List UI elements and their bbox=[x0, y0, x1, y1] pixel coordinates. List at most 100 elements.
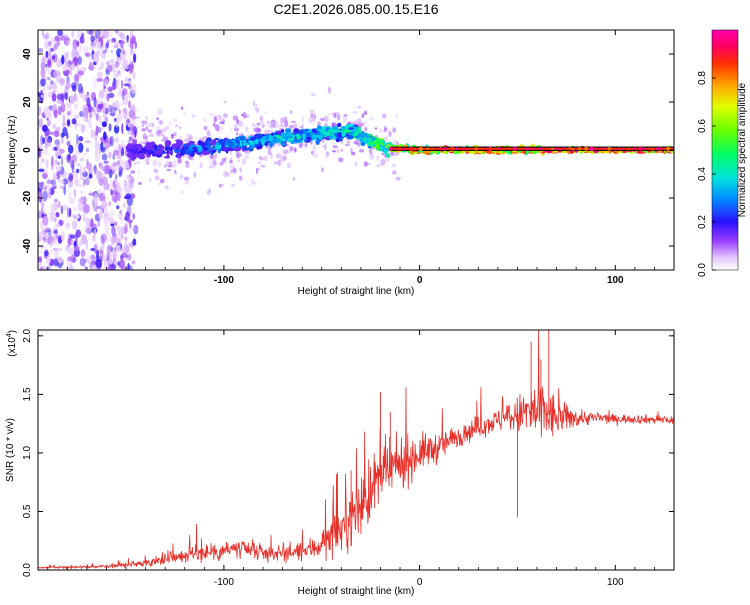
snr-multiplier-exponent: 4 bbox=[6, 333, 13, 337]
spectrogram-noise-cell bbox=[79, 157, 84, 162]
spectrogram-faint-cell bbox=[250, 179, 254, 184]
spectrogram-core-cell bbox=[589, 146, 594, 152]
spectrogram-noise-cell bbox=[47, 187, 50, 198]
spectrogram-noise-cell bbox=[118, 166, 123, 176]
spectrogram-noise-cell bbox=[121, 90, 125, 101]
spectrogram-faint-cell bbox=[280, 117, 284, 124]
spectrogram-noise-cell bbox=[84, 265, 87, 270]
spectrogram-ytick-label: -20 bbox=[22, 190, 33, 205]
spectrogram-noise-cell bbox=[78, 197, 85, 205]
spectrogram-noise-cell bbox=[71, 30, 75, 38]
spectrogram-noise-cell bbox=[125, 76, 128, 83]
spectrogram-ridge-cell bbox=[218, 139, 225, 145]
spectrogram-noise-cell bbox=[86, 30, 93, 35]
spectrogram-noise-cell bbox=[114, 61, 120, 69]
spectrogram-core-cell bbox=[556, 147, 559, 150]
spectrogram-noise-cell bbox=[42, 183, 47, 189]
spectrogram-noise-cell bbox=[119, 225, 125, 235]
spectrogram-noise-cell bbox=[42, 190, 48, 202]
spectrogram-noise-cell bbox=[56, 99, 63, 104]
spectrogram-noise-cell bbox=[55, 165, 59, 173]
spectrogram-noise-cell bbox=[60, 205, 64, 215]
spectrogram-noise-cell bbox=[90, 45, 94, 51]
spectrogram-faint-cell bbox=[323, 115, 329, 123]
spectrogram-faint-cell bbox=[184, 161, 189, 165]
snr-xtick-label: 0 bbox=[417, 577, 423, 588]
spectrogram-noise-cell bbox=[66, 75, 70, 84]
spectrogram-noise-cell bbox=[115, 244, 121, 252]
spectrogram-faint-cell bbox=[225, 172, 231, 178]
spectrogram-noise-cell bbox=[47, 68, 50, 75]
spectrogram-noise-cell bbox=[72, 214, 76, 219]
spectrogram-noise-cell bbox=[56, 161, 61, 166]
spectrogram-noise-cell bbox=[113, 149, 120, 156]
spectrogram-noise-cell bbox=[42, 87, 46, 92]
spectrogram-ridge-cell bbox=[381, 139, 384, 143]
spectrogram-noise-cell bbox=[132, 71, 136, 80]
spectrogram-noise-cell bbox=[109, 112, 116, 116]
spectrogram-noise-cell bbox=[79, 176, 84, 181]
spectrogram-faint-cell bbox=[158, 182, 161, 186]
spectrogram-noise-cell bbox=[85, 227, 91, 234]
spectrogram-ridge-cell bbox=[192, 146, 197, 150]
spectrogram-noise-cell bbox=[41, 56, 47, 65]
spectrogram-noise-cell bbox=[93, 228, 97, 237]
spectrogram-faint-cell bbox=[186, 133, 190, 137]
spectrogram-noise-cell bbox=[86, 53, 93, 61]
spectrogram-ridge-cell bbox=[248, 140, 253, 144]
spectrogram-noise-cell bbox=[45, 32, 50, 40]
spectrogram-noise-cell bbox=[69, 61, 76, 71]
spectrogram-noise-cell bbox=[103, 113, 106, 119]
spectrogram-faint-cell bbox=[213, 116, 217, 123]
spectrogram-noise-cell bbox=[127, 180, 132, 189]
spectrogram-noise-cell bbox=[129, 193, 135, 199]
spectrogram-faint-cell bbox=[333, 120, 337, 126]
spectrogram-xlabel: Height of straight line (km) bbox=[298, 286, 415, 297]
spectrogram-ridge-cell bbox=[305, 136, 312, 142]
spectrogram-core-cell bbox=[650, 147, 654, 151]
spectrogram-noise-cell bbox=[111, 102, 117, 107]
spectrogram-faint-cell bbox=[248, 183, 252, 187]
spectrogram-core-cell bbox=[550, 147, 554, 151]
spectrogram-noise-cell bbox=[77, 183, 84, 188]
spectrogram-noise-cell bbox=[90, 247, 96, 252]
spectrogram-noise-cell bbox=[109, 178, 116, 189]
spectrogram-noise-cell bbox=[83, 213, 86, 220]
spectrogram-core-cell bbox=[532, 147, 536, 151]
spectrogram-ridge-cell bbox=[128, 148, 133, 153]
spectrogram-noise-cell bbox=[101, 146, 107, 151]
spectrogram-noise-cell bbox=[124, 222, 128, 234]
spectrogram-faint-cell bbox=[310, 109, 314, 116]
spectrogram-faint-cell bbox=[361, 113, 365, 119]
spectrogram-ridge-cell bbox=[341, 131, 346, 137]
spectrogram-noise-cell bbox=[48, 235, 55, 243]
spectrogram-faint-cell bbox=[178, 126, 182, 129]
spectrogram-faint-cell bbox=[342, 116, 348, 123]
spectrogram-noise-cell bbox=[126, 34, 129, 43]
spectrogram-noise-cell bbox=[70, 254, 76, 263]
spectrogram-faint-cell bbox=[161, 127, 167, 133]
spectrogram-faint-cell bbox=[236, 132, 239, 136]
spectrogram-noise-cell bbox=[101, 153, 108, 161]
spectrogram-core-cell bbox=[620, 147, 624, 150]
spectrogram-faint-cell bbox=[310, 140, 313, 145]
spectrogram-noise-cell bbox=[83, 166, 86, 174]
spectrogram-core-cell bbox=[426, 147, 430, 150]
snr-multiplier-base: (x10 bbox=[7, 337, 18, 357]
spectrogram-faint-cell bbox=[299, 142, 303, 148]
spectrogram-noise-cell bbox=[129, 48, 135, 56]
colorbar: 0.0 0.2 0.4 0.6 0.8 Normalized spectral ampl… bbox=[697, 29, 748, 277]
spectrogram-noise-cell bbox=[43, 226, 49, 231]
spectrogram-core-cell bbox=[595, 147, 599, 150]
spectrogram-faint-cell bbox=[164, 185, 169, 190]
spectrogram-noise-cell bbox=[74, 92, 77, 102]
spectrogram-noise-cell bbox=[101, 201, 105, 206]
spectrogram-faint-cell bbox=[261, 123, 265, 129]
spectrogram-faint-cell bbox=[165, 125, 170, 130]
spectrogram-noise-cell bbox=[57, 151, 62, 156]
spectrogram-noise-cell bbox=[83, 204, 90, 214]
spectrogram-noise-cell bbox=[132, 238, 137, 246]
spectrogram-noise-cell bbox=[118, 109, 121, 115]
snr-ytick-label: 0.0 bbox=[22, 563, 33, 577]
